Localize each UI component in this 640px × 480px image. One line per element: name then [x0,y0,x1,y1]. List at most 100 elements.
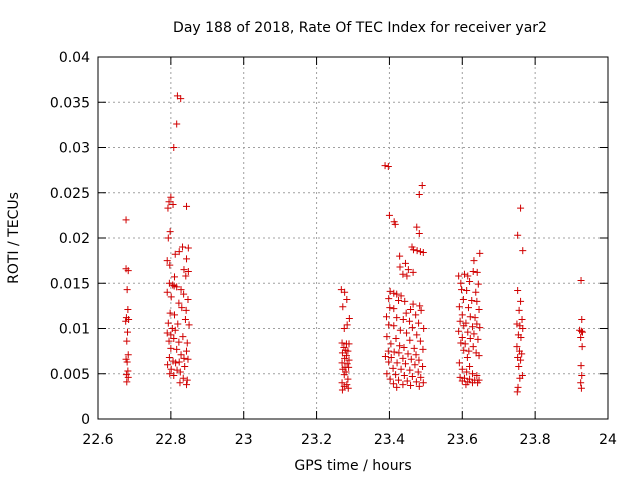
data-point [578,343,586,351]
data-point [179,374,187,382]
data-point [123,358,131,366]
data-point [344,375,352,383]
data-point [123,337,131,345]
data-point [411,361,419,369]
data-point [340,371,348,379]
data-point [386,304,394,312]
y-tick-label: 0.025 [50,186,90,202]
data-point [168,325,176,332]
data-point [165,337,173,345]
data-point [577,327,585,335]
data-point [401,259,409,267]
data-point [183,339,191,347]
data-point [455,359,463,367]
data-point [578,315,586,323]
y-tick-label: 0.015 [50,276,90,292]
y-axis-label: ROTI / TECUs [6,192,22,284]
y-tick-label: 0 [81,412,90,428]
data-point [412,378,420,386]
data-point [458,286,466,294]
data-point [390,289,398,297]
data-point [169,281,177,289]
data-point [173,366,181,374]
data-point [173,283,181,291]
data-point [345,363,353,371]
data-point [343,296,351,304]
data-point [463,368,471,376]
data-point [473,297,481,305]
data-point [473,320,481,328]
data-point [456,373,464,381]
data-point [181,363,189,371]
x-tick-label: 23.6 [447,432,478,448]
data-point [386,287,394,295]
data-point [517,297,525,305]
data-point [184,296,192,304]
data-point [403,272,411,280]
data-point [171,326,179,334]
data-point [404,266,412,274]
data-point [175,358,183,366]
data-point [466,334,474,342]
data-point [341,354,349,362]
data-point [461,340,469,348]
data-point [470,257,478,265]
data-point [472,288,480,296]
data-point [179,243,187,251]
x-tick-label: 23 [235,432,253,448]
data-point [124,267,132,275]
data-point [469,343,477,351]
data-point [417,306,425,314]
data-point [403,329,411,337]
data-point [515,306,523,314]
data-point [182,306,190,314]
data-point [343,360,351,368]
data-point [415,191,423,199]
data-point [396,342,404,350]
data-point [167,331,175,339]
data-point [455,327,463,335]
data-point [176,379,184,387]
data-point [413,247,421,255]
data-point [166,261,174,269]
data-point [165,279,173,287]
data-point [340,325,348,332]
data-point [513,320,521,328]
data-point [396,263,404,271]
data-point [416,337,424,345]
data-point [406,336,414,344]
data-point [409,300,417,308]
data-point [175,248,183,256]
data-point [171,273,178,281]
data-point [474,280,482,288]
data-point [338,339,346,347]
data-point [463,286,471,294]
data-point [408,372,416,380]
x-tick-label: 24 [599,432,617,448]
data-point [473,372,481,380]
data-point [519,325,527,332]
data-point [180,266,188,274]
data-point [182,272,190,280]
data-point [396,326,404,334]
data-point [174,320,182,328]
x-tick-label: 22.8 [155,432,186,448]
data-point [418,182,426,190]
data-point [517,356,525,364]
data-point [577,334,585,342]
data-point [468,370,476,378]
data-point [517,334,525,342]
data-point [344,384,352,392]
data-point [169,201,177,209]
data-point [167,365,175,373]
data-point [517,204,525,212]
data-point [463,353,471,361]
data-point [390,322,398,330]
data-point [164,234,172,242]
data-point [401,360,409,368]
data-point [399,354,407,362]
data-point [408,324,416,332]
data-point [341,288,349,296]
data-point [465,347,473,355]
